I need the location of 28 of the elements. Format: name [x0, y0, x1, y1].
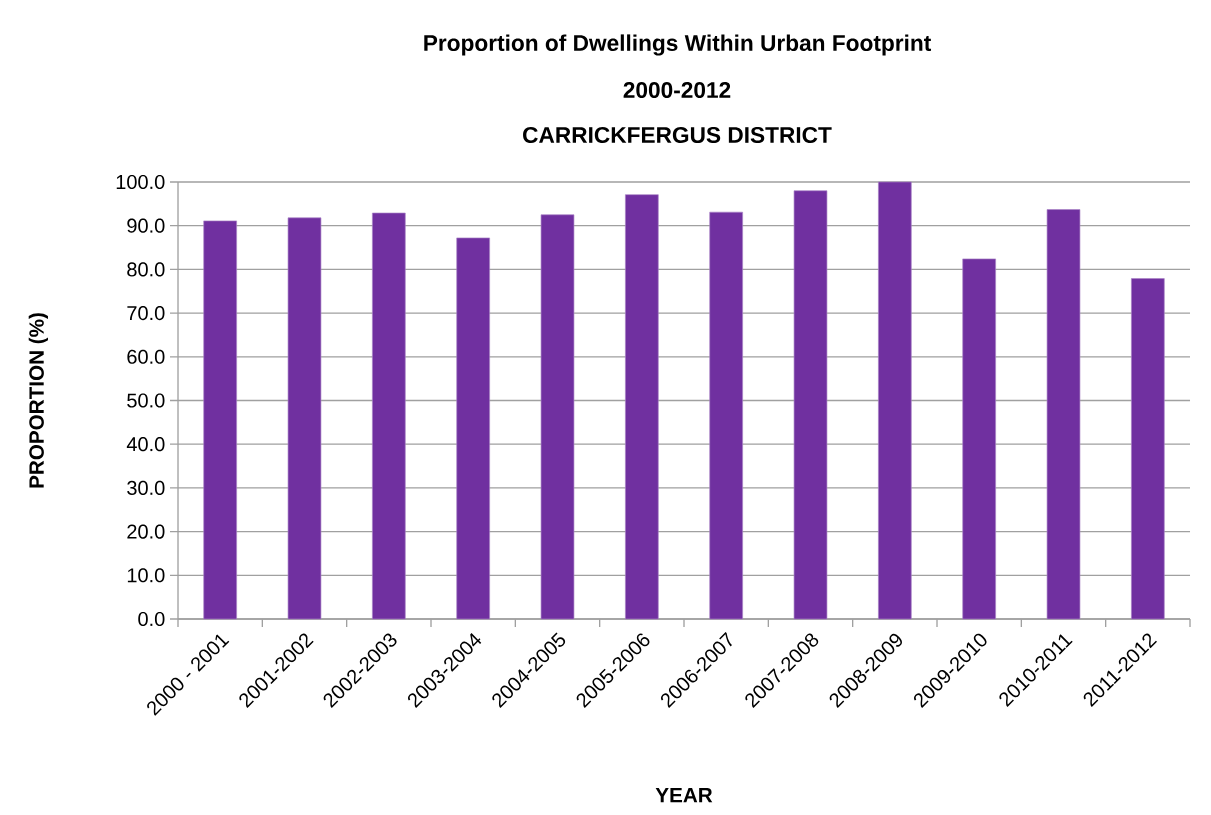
bar	[1046, 209, 1081, 620]
y-tick-label: 50.0	[127, 393, 165, 408]
y-tick-label: 70.0	[127, 306, 165, 321]
bar	[625, 194, 659, 620]
bar	[878, 181, 912, 620]
y-tick-label: 30.0	[127, 480, 165, 495]
y-tick-label: 20.0	[127, 524, 165, 539]
bar	[203, 220, 237, 620]
bar	[287, 217, 322, 620]
y-tick-label: 10.0	[127, 568, 165, 583]
chart-subtitle: 2000-2012	[623, 81, 731, 99]
text: CARRICKFERGUS DISTRICT	[523, 126, 832, 144]
y-axis-title: PROPORTION (%)	[28, 313, 48, 488]
bar	[1131, 278, 1165, 620]
bar	[456, 237, 490, 620]
bar	[962, 258, 996, 620]
y-tick-label: 40.0	[126, 437, 165, 452]
bar	[372, 212, 406, 620]
y-tick-label: 80.0	[127, 262, 165, 277]
y-tick-label: 100.0	[116, 174, 165, 190]
bar	[709, 211, 743, 620]
y-tick-label: 90.0	[127, 218, 165, 233]
bar	[793, 190, 828, 620]
bar	[540, 214, 575, 620]
chart-title: Proportion of Dwellings Within Urban Footprint	[424, 34, 932, 56]
y-tick-label: 0.0	[138, 611, 165, 627]
x-axis-title: YEAR	[655, 788, 713, 803]
y-tick-label: 60.0	[127, 349, 165, 364]
